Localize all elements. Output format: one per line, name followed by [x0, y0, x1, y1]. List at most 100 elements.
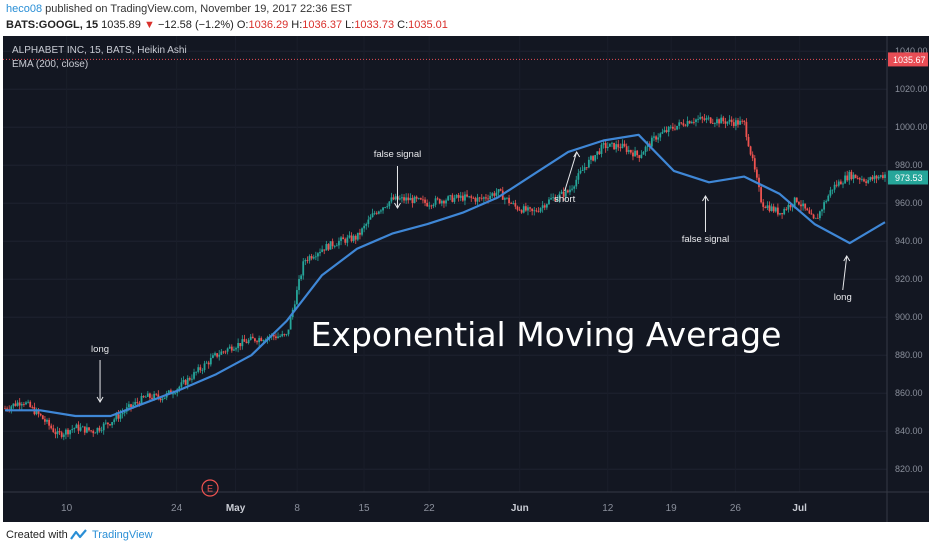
candle-body	[319, 251, 321, 254]
candle-body	[409, 197, 412, 201]
candle-body	[653, 136, 655, 138]
candle-body	[581, 170, 584, 171]
candle-body	[699, 117, 702, 119]
candle-body	[163, 397, 166, 399]
y-tick-label: 1000.00	[895, 122, 928, 132]
candle-body	[852, 174, 855, 179]
candle-body	[806, 208, 809, 211]
candle-body	[283, 334, 286, 335]
candle-body	[508, 197, 510, 204]
candle-body	[831, 189, 834, 191]
candle-body	[237, 343, 240, 349]
candle-body	[535, 210, 538, 212]
candle-body	[482, 197, 485, 199]
current-price-badge	[888, 52, 928, 67]
candle-body	[606, 146, 609, 149]
candle-body	[239, 343, 242, 347]
candle-body	[296, 290, 298, 305]
candle-body	[298, 278, 300, 291]
open-label: O:	[236, 19, 249, 31]
candle-body	[6, 408, 9, 410]
candle-body	[716, 119, 718, 124]
candle-body	[79, 427, 82, 431]
candle-body	[209, 357, 212, 365]
candle-body	[71, 429, 74, 431]
candle-body	[254, 338, 256, 342]
candle-body	[132, 404, 135, 408]
candle-body	[474, 198, 477, 202]
candle-body	[600, 144, 603, 154]
candle-body	[323, 249, 326, 251]
candle-body	[596, 151, 599, 156]
candle-body	[260, 338, 263, 341]
tradingview-link[interactable]: TradingView	[92, 529, 153, 541]
candle-body	[407, 197, 410, 201]
chart-legend: ALPHABET INC, 15, BATS, Heikin Ashi EMA …	[12, 44, 187, 72]
candle-body	[506, 197, 508, 199]
candle-body	[818, 211, 821, 219]
x-tick-label: 10	[61, 503, 73, 514]
candle-body	[338, 240, 340, 246]
candle-body	[279, 336, 282, 338]
candle-body	[346, 237, 349, 243]
candle-body	[430, 205, 433, 207]
candle-body	[789, 204, 792, 208]
candle-body	[470, 196, 473, 198]
candle-body	[348, 235, 351, 238]
candle-body	[422, 199, 424, 201]
candle-body	[241, 339, 244, 347]
candle-body	[191, 378, 193, 380]
candle-body	[16, 402, 19, 406]
candle-body	[529, 207, 531, 209]
annotation-arrow	[842, 255, 848, 291]
candle-body	[730, 119, 733, 123]
close-label: C:	[397, 19, 409, 31]
candle-body	[692, 121, 695, 123]
candle-body	[44, 419, 46, 422]
candle-body	[197, 367, 200, 372]
candle-body	[46, 419, 48, 422]
candle-body	[167, 390, 170, 394]
candle-body	[697, 118, 699, 120]
candle-body	[327, 244, 330, 250]
candle-body	[545, 204, 548, 208]
candle-body	[776, 207, 779, 215]
candle-body	[634, 150, 636, 157]
candle-body	[172, 393, 174, 395]
candle-body	[329, 241, 332, 250]
candle-body	[23, 404, 25, 405]
candle-body	[356, 232, 359, 240]
candle-body	[671, 126, 674, 129]
candle-body	[537, 211, 540, 213]
annotation-arrowhead	[96, 396, 104, 403]
candle-body	[762, 202, 765, 207]
candle-body	[640, 154, 643, 158]
annotation-label: false signal	[682, 234, 730, 245]
candle-body	[478, 197, 481, 199]
candle-body	[797, 201, 800, 205]
candle-body	[510, 203, 513, 204]
author-link[interactable]: heco08	[6, 3, 43, 15]
candle-body	[711, 123, 714, 124]
candle-body	[625, 146, 628, 152]
candle-body	[684, 125, 687, 127]
y-tick-label: 980.00	[895, 160, 923, 170]
candle-body	[724, 121, 727, 124]
candle-body	[808, 210, 811, 214]
candle-body	[413, 196, 416, 204]
candle-body	[472, 197, 475, 199]
candle-body	[707, 117, 710, 119]
price-chart[interactable]: 820.00 840.00 860.00 880.00 900.00 920.00 940.…	[3, 36, 929, 522]
ohlc-readout: BATS:GOOGL, 15 1035.89 ▼ −12.58 (−1.2%) …	[6, 19, 448, 31]
last-bar-badge	[888, 170, 928, 185]
candle-body	[205, 362, 208, 364]
candle-body	[749, 146, 752, 155]
candle-body	[403, 197, 405, 201]
candle-body	[602, 143, 605, 145]
candle-body	[718, 119, 720, 124]
tradingview-logo-icon[interactable]	[70, 528, 88, 542]
candle-body	[678, 122, 681, 126]
chart-panel[interactable]: 820.00 840.00 860.00 880.00 900.00 920.00 940.…	[3, 36, 929, 522]
candle-body	[629, 150, 632, 153]
candle-body	[779, 213, 781, 215]
